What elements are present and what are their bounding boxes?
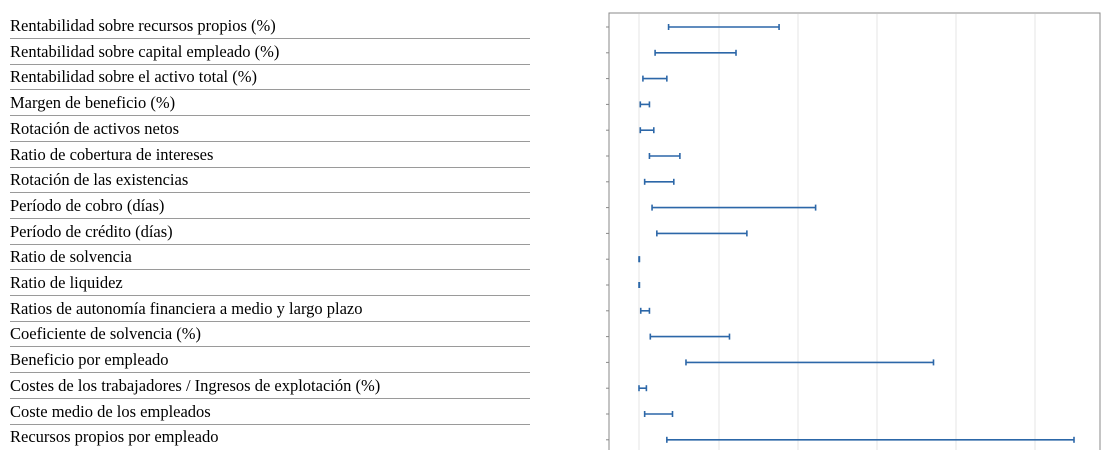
row-label: Coeficiente de solvencia (%) xyxy=(10,321,530,348)
row-label: Rentabilidad sobre el activo total (%) xyxy=(10,64,530,91)
row-label: Rotación de activos netos xyxy=(10,116,530,142)
plot-frame xyxy=(608,12,1101,450)
row-label: Recursos propios por empleado xyxy=(10,427,219,447)
row-labels: Rentabilidad sobre recursos propios (%) R… xyxy=(0,0,530,450)
row-label: Rotación de las existencias xyxy=(10,167,530,194)
row-label: Período de crédito (días) xyxy=(10,219,530,245)
row-label: Ratios de autonomía financiera a medio y… xyxy=(10,296,530,322)
row-label: Margen de beneficio (%) xyxy=(10,90,530,117)
row-label: Rentabilidad sobre capital empleado (%) xyxy=(10,39,530,65)
row-label: Ratio de liquidez xyxy=(10,270,530,296)
row-label: Ratio de solvencia xyxy=(10,244,530,271)
row-label: Beneficio por empleado xyxy=(10,347,530,374)
row-label: Coste medio de los empleados xyxy=(10,399,530,425)
row-label: Ratio de cobertura de intereses xyxy=(10,142,530,168)
row-label: Costes de los trabajadores / Ingresos de… xyxy=(10,373,530,399)
row-label: Período de cobro (días) xyxy=(10,193,530,219)
row-label: Rentabilidad sobre recursos propios (%) xyxy=(10,13,530,39)
